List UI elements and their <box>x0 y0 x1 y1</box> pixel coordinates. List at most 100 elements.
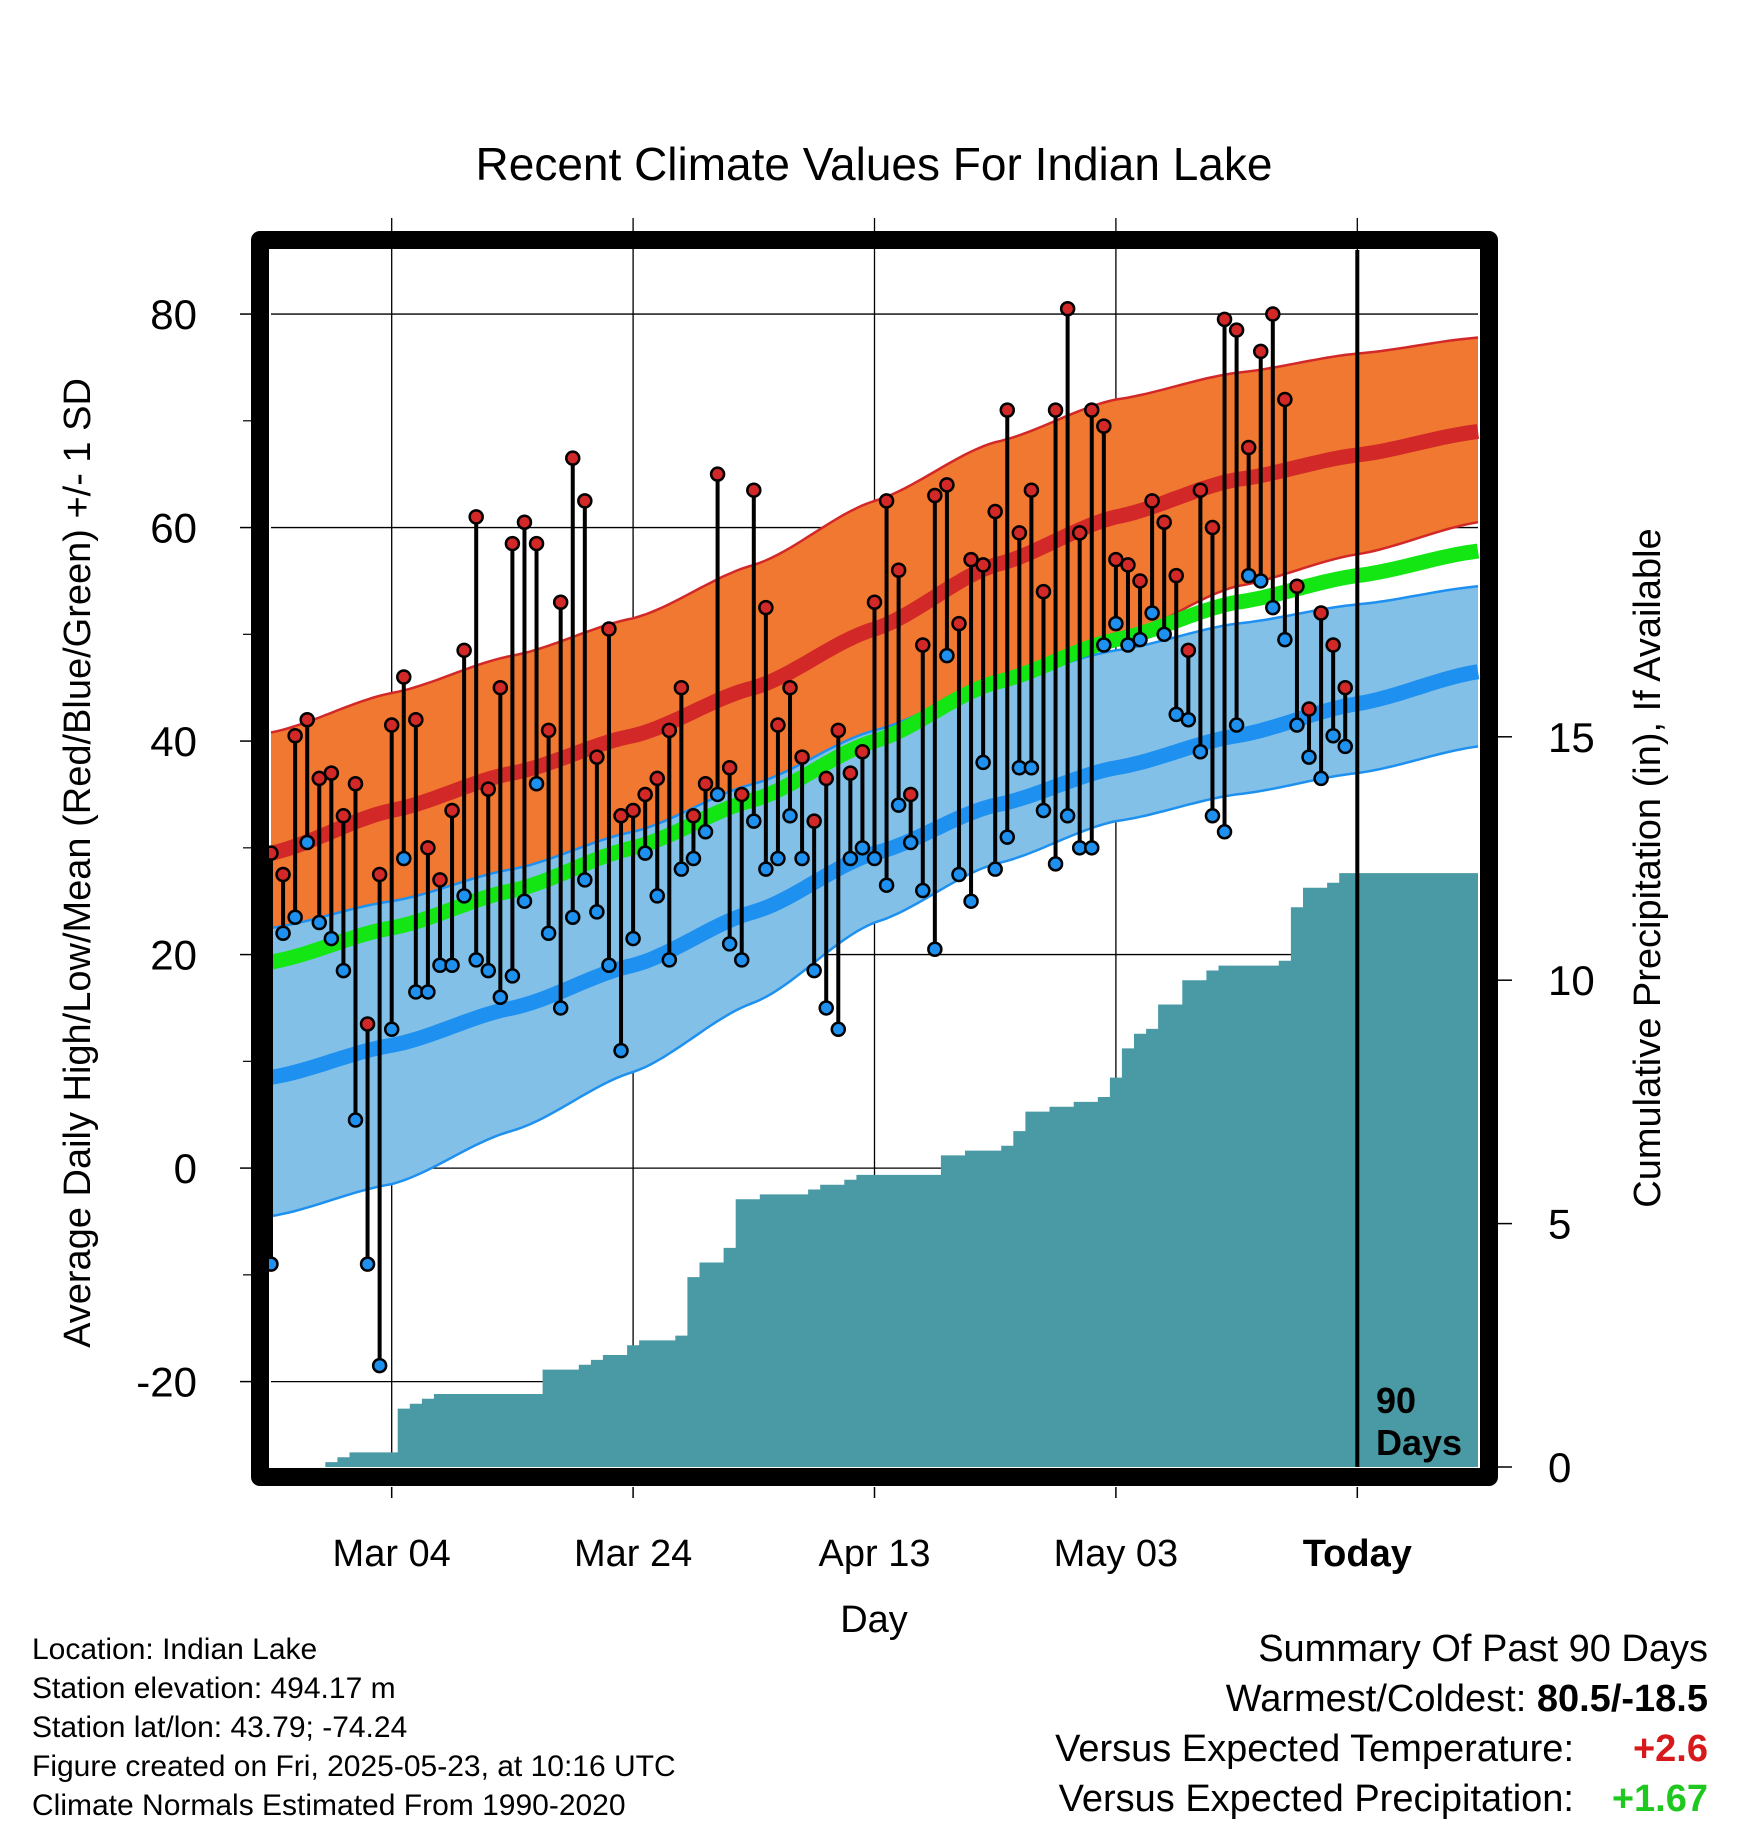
y-axis-label: Average Daily High/Low/Mean (Red/Blue/Gr… <box>57 378 99 1348</box>
daily-high-point <box>818 770 834 787</box>
summary-panel: Summary Of Past 90 Days Warmest/Coldest:… <box>1055 1624 1708 1824</box>
x-tick-label: Mar 24 <box>574 1533 692 1575</box>
daily-low-point <box>758 861 774 877</box>
daily-high-point <box>444 802 460 819</box>
y2-axis-label: Cumulative Precipitation (in), If Availa… <box>1627 528 1669 1207</box>
daily-low-point <box>770 850 786 867</box>
daily-low-point <box>1192 743 1209 760</box>
today-days-word: Days <box>1376 1422 1462 1463</box>
daily-high-point <box>878 493 895 509</box>
y2-tick-label: 5 <box>1548 1201 1571 1248</box>
summary-heading: Summary Of Past 90 Days <box>1258 1628 1708 1670</box>
daily-low-point <box>975 754 991 771</box>
daily-low-point <box>854 840 871 856</box>
daily-low-point <box>1023 760 1040 776</box>
today-days-count: 90 <box>1376 1380 1416 1421</box>
daily-high-point <box>987 503 1003 520</box>
precip-anomaly-label: Versus Expected Precipitation: <box>1058 1778 1574 1820</box>
daily-low-point <box>311 914 328 931</box>
daily-high-point <box>589 749 605 765</box>
y-tick-label: 80 <box>150 291 197 338</box>
y-tick-label: 0 <box>174 1145 197 1192</box>
cumulative-precip-area <box>271 873 1478 1467</box>
daily-low-point <box>649 888 665 904</box>
daily-low-point <box>1144 605 1160 621</box>
daily-low-point <box>661 952 678 968</box>
daily-low-point <box>565 909 581 925</box>
daily-high-point <box>1204 519 1221 536</box>
y2-tick-label: 0 <box>1548 1444 1571 1491</box>
precip-anomaly-value: +1.67 <box>1611 1778 1708 1820</box>
daily-low-point <box>1035 802 1052 819</box>
x-tick-label: May 03 <box>1054 1533 1179 1575</box>
temp-anomaly-value: +2.6 <box>1632 1728 1708 1770</box>
daily-low-point <box>746 813 762 829</box>
daily-high-point <box>1120 557 1136 573</box>
station-latlon: Station lat/lon: 43.79; -74.24 <box>32 1711 408 1744</box>
daily-high-point <box>1084 402 1100 418</box>
extremes-value: 80.5/-18.5 <box>1536 1678 1708 1720</box>
daily-high-point <box>637 786 653 803</box>
summary-extremes-row: Warmest/Coldest: 80.5/-18.5 <box>1055 1674 1708 1724</box>
y-tick-label: -20 <box>136 1359 197 1406</box>
daily-low-point <box>1289 717 1305 733</box>
daily-high-point <box>782 679 798 696</box>
daily-low-point <box>1047 856 1064 872</box>
plot-frame <box>251 231 1498 1486</box>
daily-high-point <box>1096 418 1112 434</box>
daily-low-point <box>456 888 472 904</box>
daily-high-point <box>939 477 955 493</box>
daily-low-point <box>1228 717 1245 733</box>
daily-high-point <box>577 493 593 509</box>
daily-high-point <box>492 679 509 696</box>
daily-high-point <box>927 487 943 504</box>
daily-low-point <box>275 925 291 941</box>
daily-high-point <box>649 770 665 787</box>
daily-low-point <box>987 861 1003 877</box>
daily-high-point <box>746 482 762 498</box>
daily-high-point <box>275 866 291 883</box>
daily-high-point <box>1337 679 1353 696</box>
y-tick-label: 40 <box>150 718 197 765</box>
daily-low-point <box>359 1256 376 1272</box>
daily-high-point <box>902 786 919 803</box>
daily-high-point <box>625 802 641 819</box>
daily-high-point <box>661 722 678 739</box>
daily-low-point <box>613 1042 629 1059</box>
summary-temp-row: Versus Expected Temperature: +2.6 <box>1055 1724 1708 1774</box>
daily-high-point <box>1216 311 1233 328</box>
y-tick-label: 20 <box>150 932 197 979</box>
daily-high-point <box>1192 482 1209 498</box>
daily-low-point <box>927 941 943 957</box>
daily-low-point <box>1084 840 1100 856</box>
daily-low-point <box>915 882 931 899</box>
daily-low-point <box>552 1000 569 1016</box>
daily-low-point <box>504 968 521 984</box>
daily-low-point <box>685 850 702 867</box>
station-location: Location: Indian Lake <box>32 1633 318 1666</box>
daily-low-point <box>673 861 690 877</box>
daily-low-point <box>709 786 726 803</box>
daily-low-point <box>625 930 641 947</box>
daily-low-point <box>782 808 798 824</box>
daily-low-point <box>601 957 617 974</box>
daily-low-point <box>1216 824 1233 840</box>
daily-high-point <box>432 872 448 888</box>
daily-low-point <box>866 850 883 867</box>
daily-low-point <box>420 984 436 1000</box>
daily-high-point <box>383 717 400 733</box>
daily-high-point <box>359 1016 376 1032</box>
x-tick-label: Mar 04 <box>333 1533 451 1575</box>
chart-title: Recent Climate Values For Indian Lake <box>476 138 1273 190</box>
precip-area-layer <box>271 873 1478 1467</box>
daily-low-point <box>396 850 412 867</box>
normals-period: Climate Normals Estimated From 1990-2020 <box>32 1789 626 1822</box>
daily-low-point <box>890 797 907 813</box>
daily-low-point <box>323 930 340 947</box>
daily-high-point <box>601 621 617 637</box>
daily-high-point <box>842 765 859 781</box>
daily-low-point <box>733 952 750 968</box>
daily-low-point <box>347 1112 364 1128</box>
daily-high-point <box>323 765 340 781</box>
daily-low-point <box>951 866 967 883</box>
